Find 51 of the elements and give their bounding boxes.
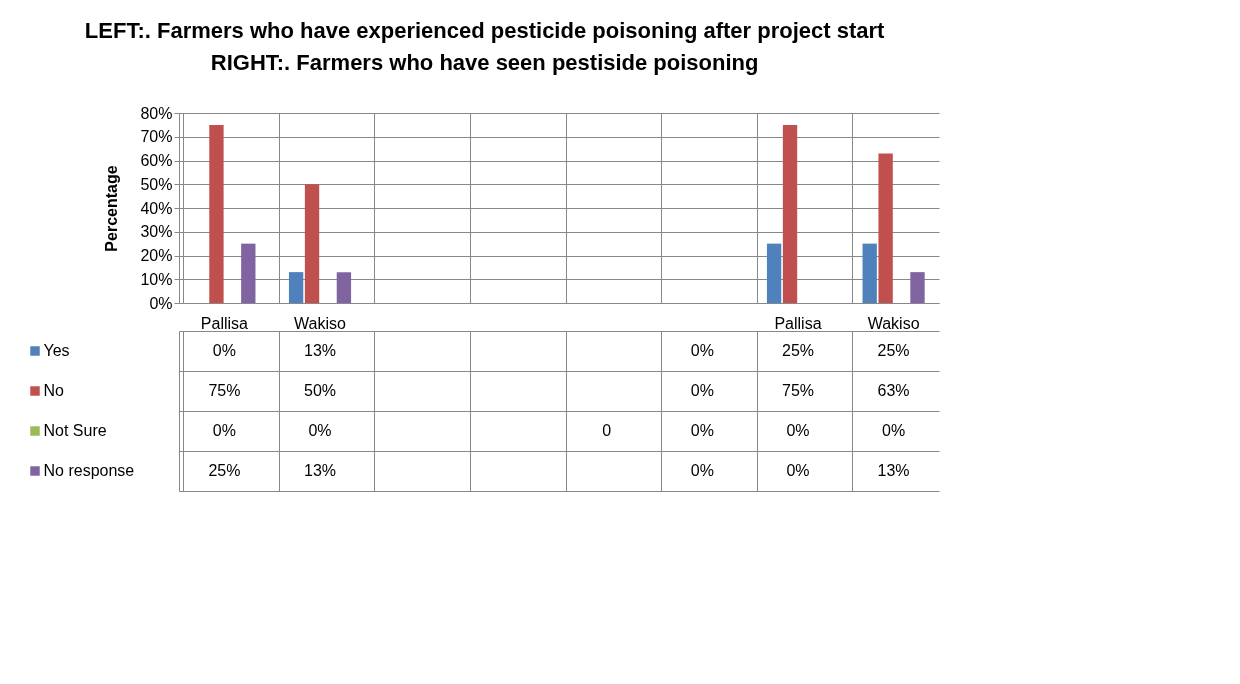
y-tick-label: 70% bbox=[140, 128, 173, 146]
y-tick-label: 50% bbox=[140, 175, 173, 193]
y-tick-label: 60% bbox=[140, 152, 173, 169]
chart-title: LEFT:. Farmers who have experienced pesticide poisoning after project start bbox=[84, 18, 886, 43]
data-label: 0% bbox=[690, 462, 714, 479]
bar bbox=[910, 272, 925, 303]
x-tick-label: Pallisa bbox=[200, 314, 249, 332]
x-tick-label: Wakiso bbox=[294, 314, 347, 332]
data-label: 75% bbox=[208, 382, 241, 399]
y-tick-label: 80% bbox=[140, 104, 173, 122]
data-label: 25% bbox=[877, 342, 910, 359]
bar bbox=[878, 153, 893, 303]
data-label: 0% bbox=[308, 422, 332, 439]
data-label: 0% bbox=[786, 422, 810, 439]
y-tick-label: 30% bbox=[140, 223, 173, 241]
legend-label: Not Sure bbox=[43, 422, 107, 439]
bar bbox=[209, 124, 224, 303]
chart-subtitle: RIGHT:. Farmers who have seen pestiside poisoning bbox=[210, 50, 759, 75]
y-tick-label: 40% bbox=[140, 199, 173, 217]
data-label: 0% bbox=[212, 422, 236, 439]
y-tick-label: 20% bbox=[140, 247, 173, 264]
data-label: 75% bbox=[781, 382, 815, 399]
data-label: 63% bbox=[877, 382, 910, 399]
bar bbox=[241, 243, 256, 303]
bar bbox=[288, 272, 304, 303]
bar bbox=[336, 272, 352, 303]
data-label: 50% bbox=[303, 382, 337, 399]
bar bbox=[862, 243, 877, 303]
bar bbox=[766, 243, 782, 303]
data-label: 0% bbox=[690, 382, 714, 399]
data-label: 13% bbox=[303, 342, 337, 359]
data-label: 0% bbox=[690, 422, 714, 439]
x-tick-label: Pallisa bbox=[774, 314, 822, 332]
data-label: 25% bbox=[781, 342, 815, 359]
y-tick-label: 0% bbox=[149, 294, 173, 312]
legend-label: No bbox=[43, 382, 65, 399]
data-label: 25% bbox=[208, 462, 241, 479]
data-label: 0% bbox=[786, 462, 810, 479]
legend-label: Yes bbox=[43, 342, 70, 359]
y-tick-label: 10% bbox=[140, 270, 173, 288]
data-label: 0 bbox=[602, 422, 612, 439]
data-label: 13% bbox=[303, 462, 337, 479]
data-label: 13% bbox=[877, 462, 910, 479]
data-label: 0% bbox=[212, 342, 236, 359]
data-label: 0% bbox=[690, 342, 714, 359]
x-tick-label: Wakiso bbox=[867, 314, 920, 332]
bar bbox=[304, 184, 320, 303]
legend-label: No response bbox=[43, 462, 135, 479]
y-axis-title: Percentage bbox=[103, 165, 121, 252]
bar bbox=[782, 124, 798, 303]
data-label: 0% bbox=[882, 422, 906, 439]
